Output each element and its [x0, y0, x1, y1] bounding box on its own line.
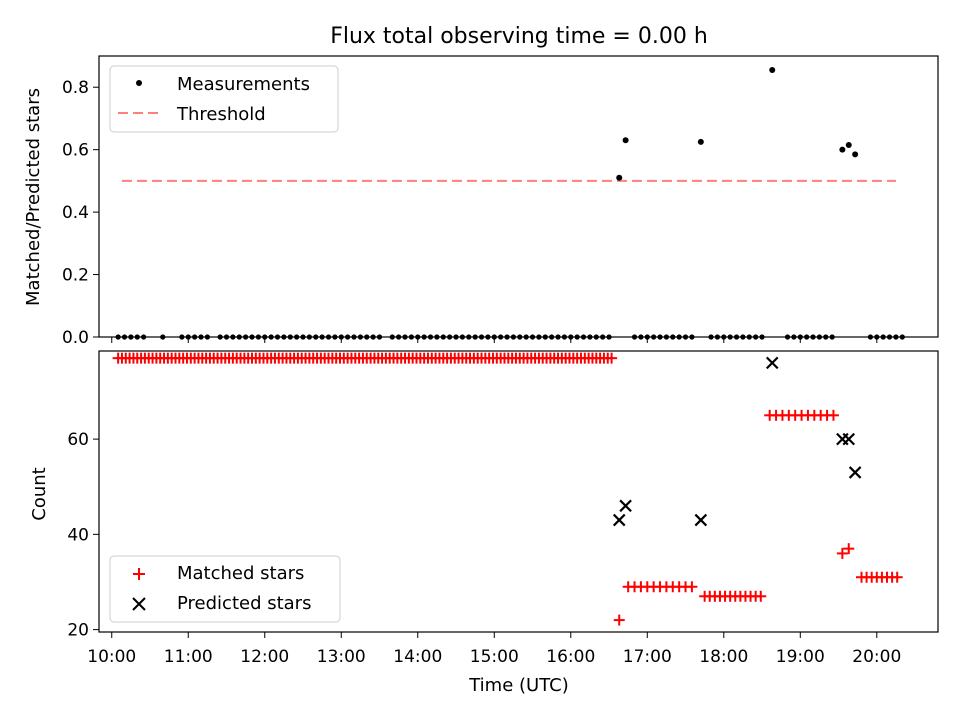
top-legend: Measurements Threshold — [109, 65, 339, 133]
bottom-x-tick-label: 20:00 — [852, 647, 901, 667]
bottom-x-tick-label: 14:00 — [393, 647, 442, 667]
bottom-x-tick-label: 10:00 — [87, 647, 136, 667]
chart-title: Flux total observing time = 0.00 h — [330, 24, 708, 49]
predicted-star-point — [612, 513, 626, 527]
matched-star-point — [827, 409, 839, 421]
top-y-tick-label: 0.2 — [62, 266, 89, 286]
legend-threshold-label: Threshold — [176, 104, 266, 125]
legend-measurements-marker — [136, 80, 142, 86]
legend-predicted-marker — [132, 597, 146, 611]
bottom-panel: 20 40 60 10:00 11:00 12:00 13:00 14:00 15:00 16:… — [29, 350, 939, 696]
bottom-x-tick-label: 11:00 — [164, 647, 213, 667]
predicted-star-point — [765, 356, 779, 370]
bottom-x-tick-label: 19:00 — [776, 647, 825, 667]
bottom-y-axis-label: Count — [29, 467, 50, 520]
matched-star-point — [836, 547, 848, 559]
bottom-legend: Matched stars Predicted stars — [109, 555, 341, 623]
bottom-legend-box — [109, 555, 341, 623]
matched-star-point — [755, 590, 767, 602]
bottom-x-tick-label: 12:00 — [240, 647, 289, 667]
top-axes-frame — [98, 55, 939, 338]
top-y-axis-label: Matched/Predicted stars — [23, 88, 44, 306]
top-y-tick-label: 0.4 — [62, 203, 89, 223]
bottom-x-axis-label: Time (UTC) — [468, 675, 569, 696]
measurement-point — [697, 138, 704, 145]
top-data-marks — [115, 67, 905, 340]
bottom-x-tick-label: 13:00 — [317, 647, 366, 667]
top-x-ticks — [111, 337, 878, 343]
top-y-tick-label: 0.6 — [62, 141, 89, 161]
bottom-y-tick-label: 40 — [67, 525, 89, 545]
measurement-point — [616, 174, 623, 181]
predicted-star-point — [619, 499, 632, 513]
top-y-axis: 0.0 0.2 0.4 0.6 0.8 — [62, 78, 99, 348]
matched-star-point — [686, 581, 698, 593]
legend-matched-label: Matched stars — [177, 563, 304, 584]
predicted-star-point — [694, 513, 708, 527]
matched-star-point — [891, 571, 903, 583]
top-panel: 0.00.20.40.60.8 Matched/Predicted stars … — [23, 55, 939, 348]
measurement-point — [839, 146, 846, 153]
measurement-point — [622, 137, 629, 144]
predicted-star-point — [842, 432, 856, 446]
bottom-y-tick-label: 20 — [67, 621, 89, 641]
matched-star-point — [613, 614, 625, 626]
measurement-point — [852, 151, 859, 158]
measurement-point — [769, 67, 776, 74]
top-legend-box — [109, 65, 339, 133]
bottom-x-tick-label: 17:00 — [623, 647, 672, 667]
matched-star-point — [843, 543, 855, 555]
measurement-point — [845, 141, 852, 148]
legend-matched-marker — [133, 568, 145, 580]
top-y-tick-label: 0.8 — [62, 78, 89, 98]
bottom-x-axis: 10:00 11:00 12:00 13:00 14:00 15:00 16:00 17:00… — [87, 632, 901, 667]
bottom-data-marks — [112, 352, 903, 626]
top-y-tick-label: 0.0 — [62, 328, 89, 348]
bottom-y-tick-label: 60 — [67, 430, 89, 450]
legend-predicted-label: Predicted stars — [177, 593, 311, 614]
bottom-x-tick-label: 15:00 — [470, 647, 519, 667]
matched-star-point — [606, 352, 618, 364]
bottom-x-tick-label: 18:00 — [699, 647, 748, 667]
legend-measurements-label: Measurements — [177, 74, 310, 95]
bottom-axes-frame — [98, 350, 939, 633]
bottom-x-tick-label: 16:00 — [546, 647, 595, 667]
predicted-star-point — [848, 466, 862, 479]
bottom-y-axis: 20 40 60 — [67, 430, 99, 641]
